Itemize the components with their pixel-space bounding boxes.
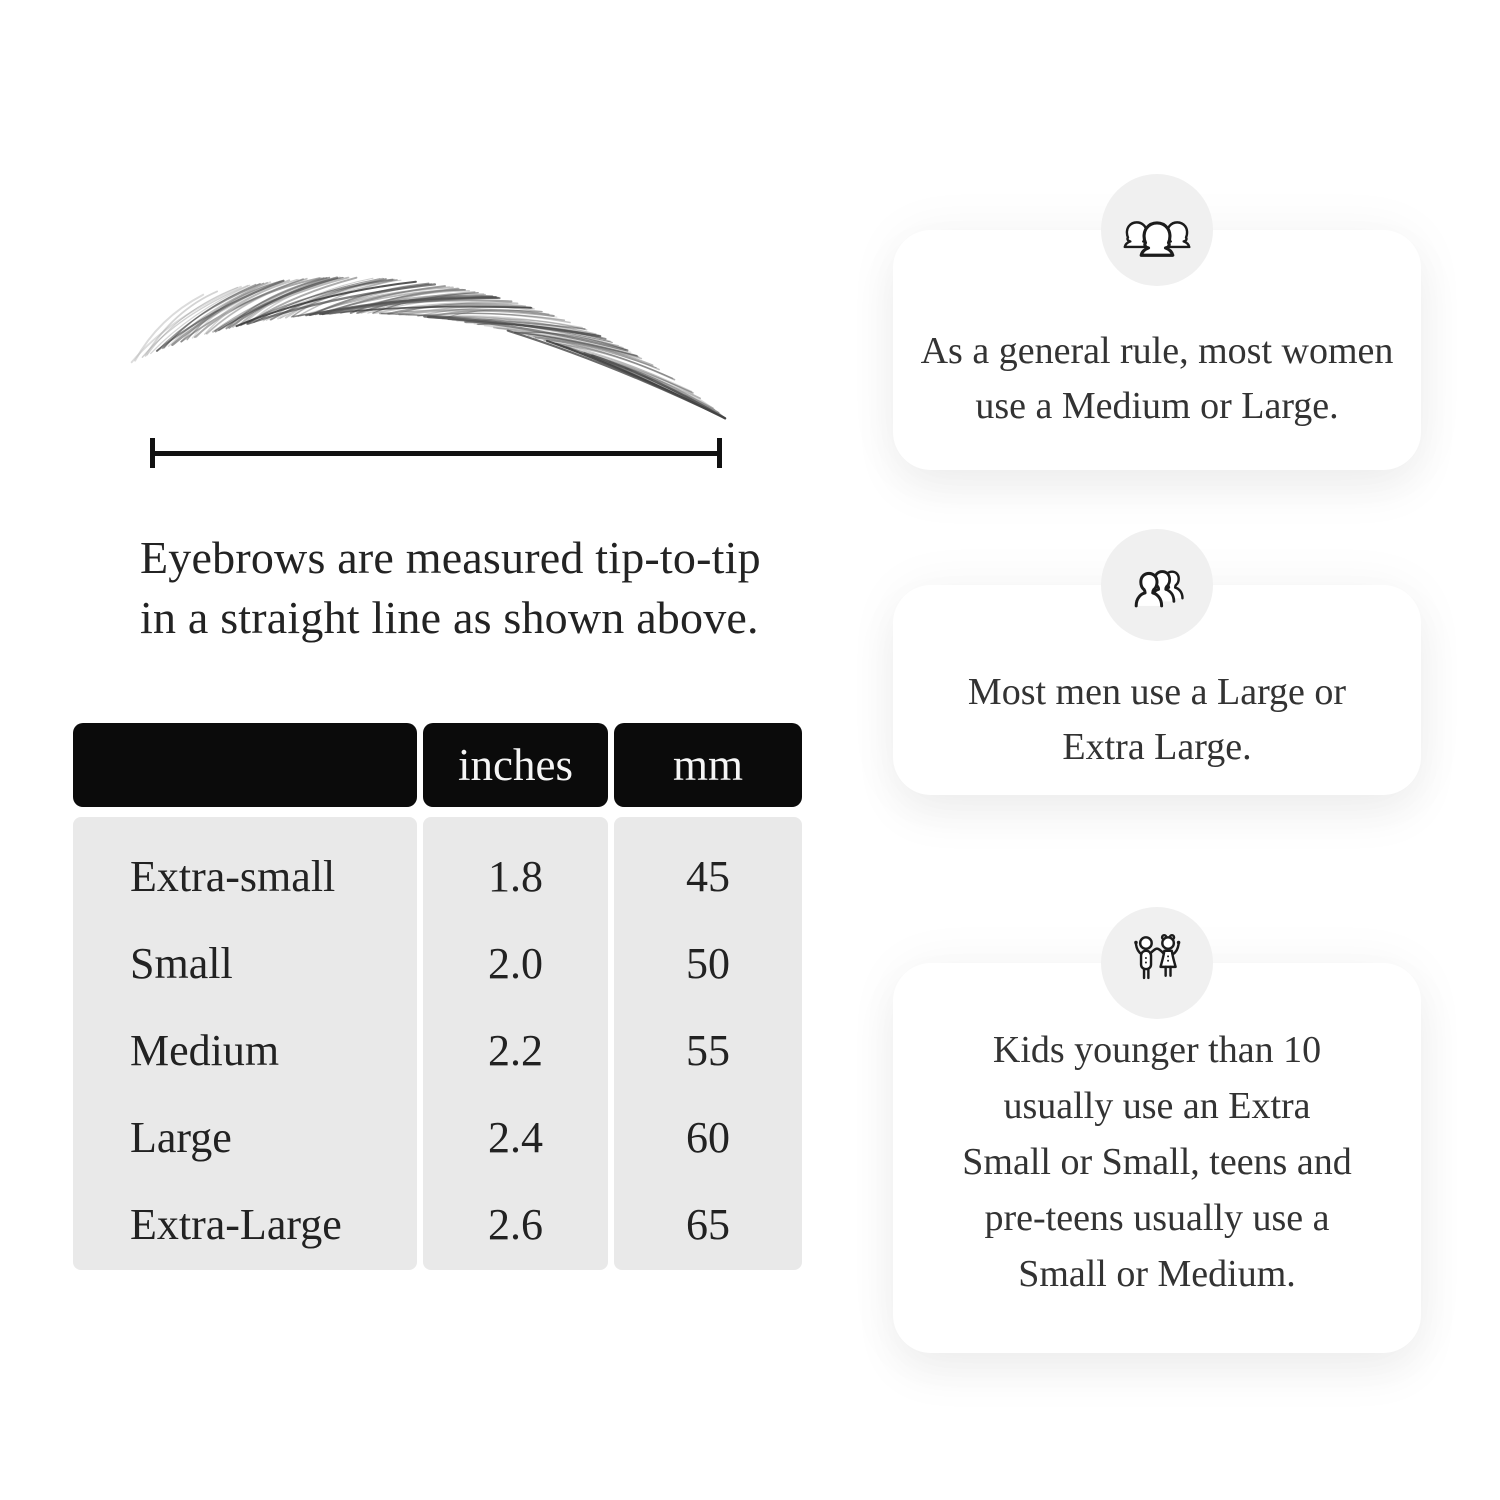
- card-icon-circle: [1101, 907, 1213, 1019]
- kids-icon: [1134, 933, 1181, 980]
- table-cell-mm: 45: [686, 852, 730, 901]
- women-icon: [1123, 221, 1191, 257]
- table-cell-inches: 1.8: [488, 852, 543, 901]
- card-text: Kids younger than 10 usually use an Extr…: [962, 1029, 1352, 1295]
- measurement-right-tick: [717, 438, 722, 468]
- card-text: Most men use a Large or Extra Large.: [967, 670, 1347, 768]
- table-cell-size: Small: [130, 939, 233, 988]
- table-column-size: Extra-small Small Medium Large Extra-Lar…: [73, 817, 417, 1270]
- card-icon-circle: [1101, 174, 1213, 286]
- info-card-kids: Kids younger than 10 usually use an Extr…: [893, 907, 1421, 1353]
- table-cell-mm: 65: [686, 1200, 730, 1249]
- eyebrow-illustration: [115, 250, 727, 427]
- table-header-inches: inches: [423, 723, 608, 807]
- measurement-bar: [155, 450, 717, 456]
- info-card-men: Most men use a Large or Extra Large.: [893, 529, 1421, 795]
- table-cell-size: Extra-small: [130, 852, 336, 901]
- table-header-size: [73, 723, 417, 807]
- table-cell-inches: 2.2: [488, 1026, 543, 1075]
- table-cell-mm: 60: [686, 1113, 730, 1162]
- caption-line-2: in a straight line as shown above.: [140, 592, 759, 643]
- table-cell-mm: 55: [686, 1026, 730, 1075]
- eyebrow-hairs-svg: [130, 276, 727, 420]
- men-icon: [1134, 570, 1184, 608]
- card-text: As a general rule, most women use a Medi…: [920, 330, 1394, 427]
- table-column-mm: 45 50 55 60 65: [614, 817, 802, 1270]
- info-card-women: As a general rule, most women use a Medi…: [893, 174, 1421, 470]
- table-cell-size: Large: [130, 1113, 232, 1162]
- table-cell-mm: 50: [686, 939, 730, 988]
- measurement-caption: Eyebrows are measured tip-to-tip in a st…: [140, 528, 820, 648]
- table-cell-inches: 2.6: [488, 1200, 543, 1249]
- table-column-inches: 1.8 2.0 2.2 2.4 2.6: [423, 817, 608, 1270]
- table-cell-inches: 2.4: [488, 1113, 543, 1162]
- table-header-mm: mm: [614, 723, 802, 807]
- caption-line-1: Eyebrows are measured tip-to-tip: [140, 532, 761, 583]
- table-cell-size: Extra-Large: [130, 1200, 342, 1249]
- size-table: inches mm Extra-small Small Medium Large…: [73, 723, 802, 1270]
- card-icon-circle: [1101, 529, 1213, 641]
- table-cell-inches: 2.0: [488, 939, 543, 988]
- measurement-left-tick: [150, 438, 155, 468]
- table-cell-size: Medium: [130, 1026, 280, 1075]
- measurement-line: [150, 438, 722, 468]
